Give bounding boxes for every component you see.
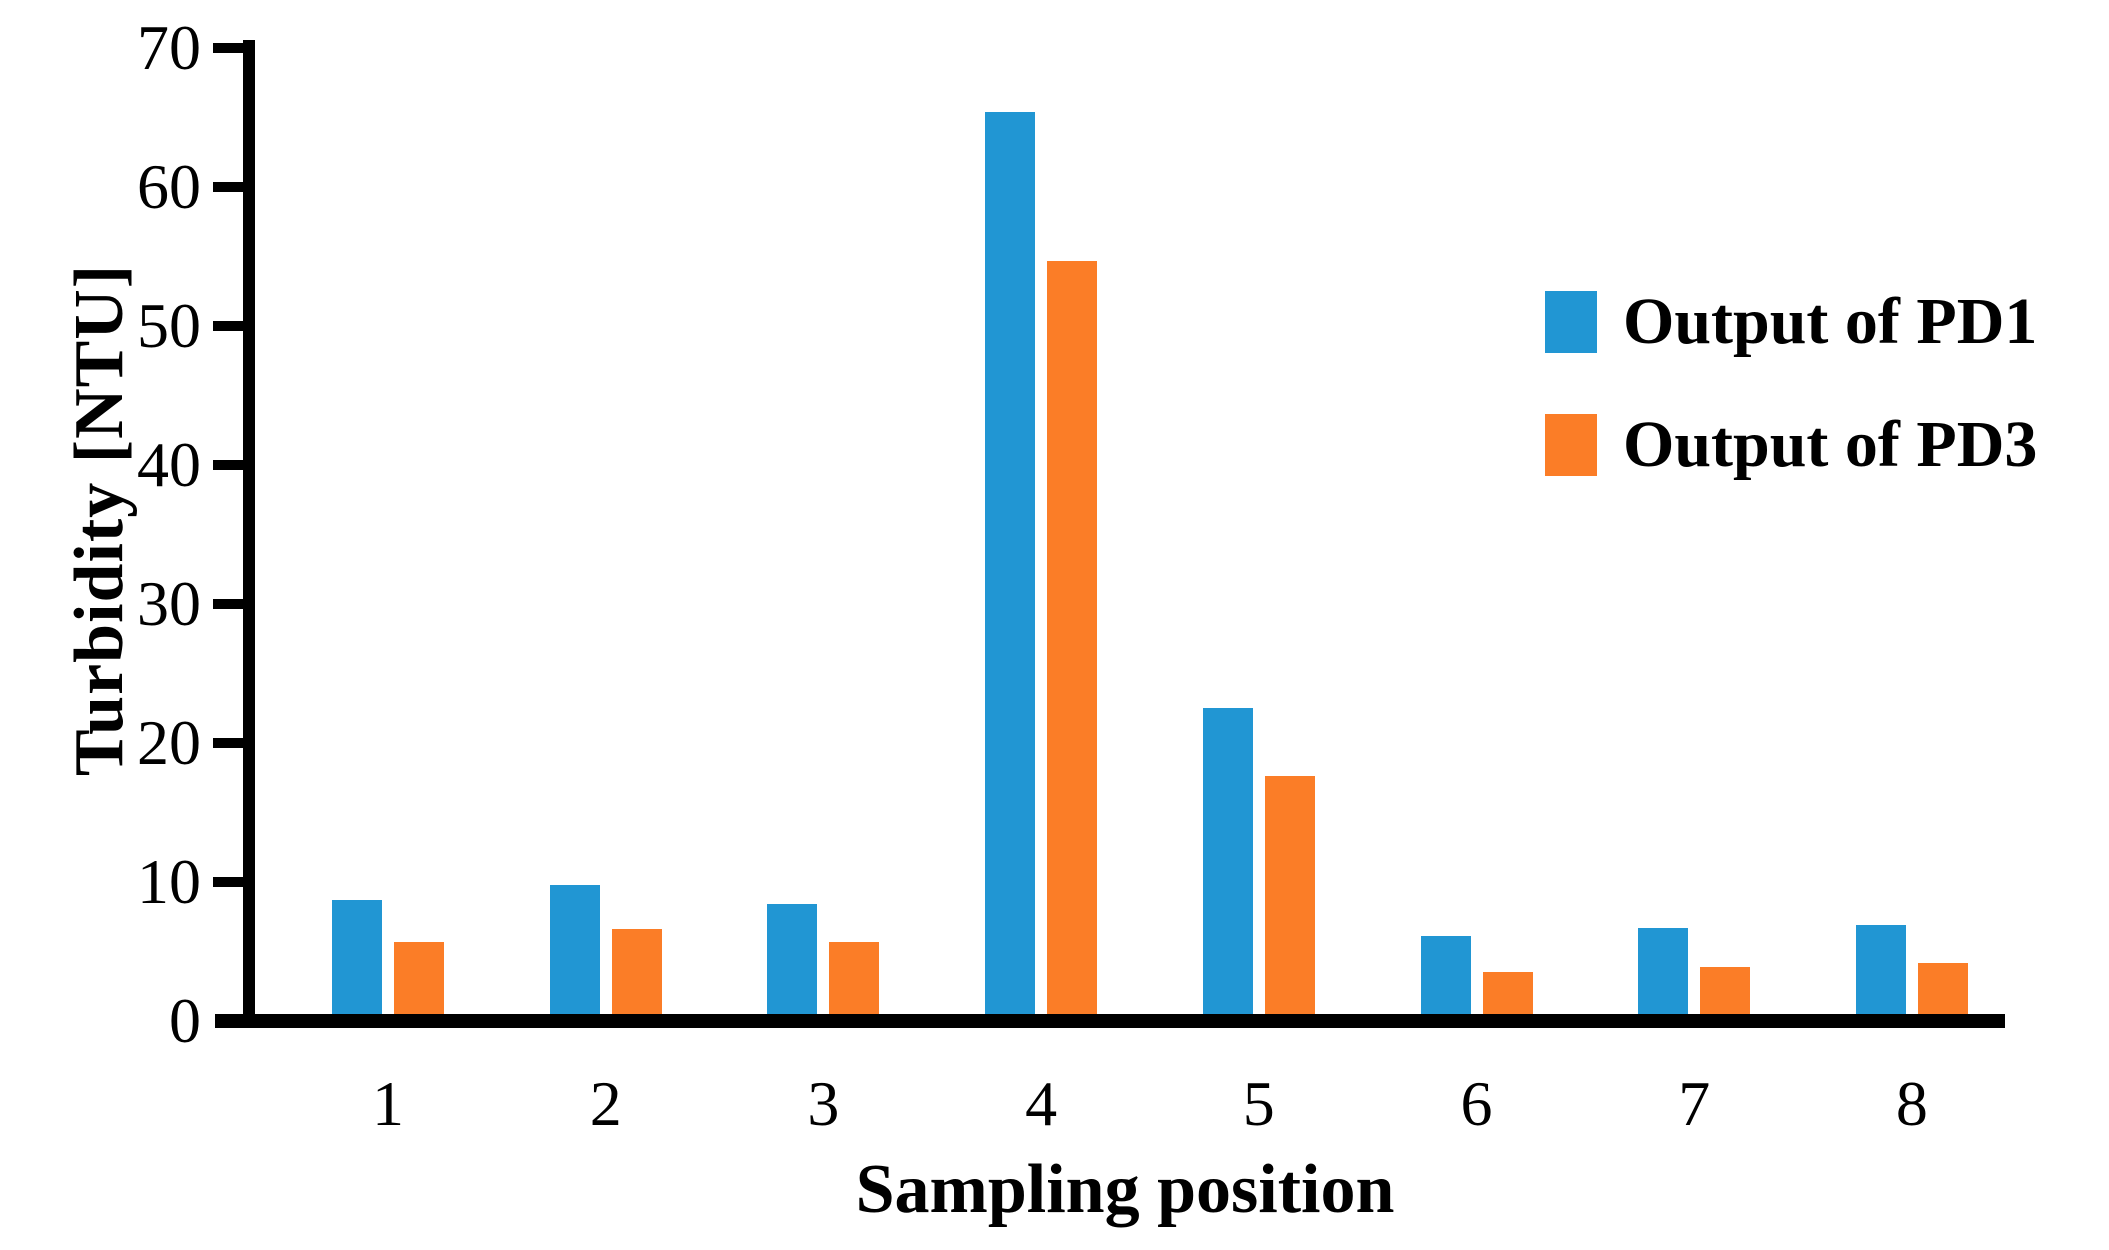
bar-series2-pos5	[1264, 776, 1315, 1014]
y-tick-60	[213, 182, 243, 192]
bar-series1-pos4	[985, 112, 1036, 1014]
bar-series1-pos3	[767, 904, 818, 1014]
y-tick-70	[213, 43, 243, 53]
bar-series1-pos8	[1855, 925, 1906, 1014]
legend-label-pd3: Output of PD3	[1623, 408, 2038, 481]
bar-series2-pos3	[829, 942, 880, 1014]
y-tick-30	[213, 599, 243, 609]
x-axis-line	[215, 1014, 2005, 1028]
y-tick-label-70: 70	[137, 12, 201, 83]
y-tick-label-10: 10	[137, 846, 201, 917]
y-tick-label-60: 60	[137, 151, 201, 222]
bar-series2-pos7	[1700, 967, 1751, 1014]
x-tick-label-3: 3	[807, 1068, 840, 1139]
bar-series1-pos6	[1420, 936, 1471, 1014]
legend-label-pd1: Output of PD1	[1623, 285, 2038, 358]
bar-series2-pos4	[1047, 261, 1098, 1014]
x-tick-label-6: 6	[1460, 1068, 1493, 1139]
legend-item-pd1: Output of PD1	[1545, 285, 2038, 358]
x-tick-label-8: 8	[1895, 1068, 1928, 1139]
legend-item-pd3: Output of PD3	[1545, 408, 2038, 481]
x-tick-label-4: 4	[1025, 1068, 1058, 1139]
bar-series2-pos1	[394, 942, 444, 1014]
y-tick-label-40: 40	[137, 429, 201, 500]
y-axis-line	[243, 40, 255, 1028]
bar-series1-pos7	[1638, 928, 1689, 1014]
x-axis-title: Sampling position	[855, 1151, 1395, 1228]
bar-series2-pos2	[611, 929, 662, 1014]
x-tick-label-1: 1	[372, 1068, 404, 1139]
legend-swatch-pd1	[1545, 291, 1597, 353]
y-tick-label-50: 50	[137, 290, 201, 361]
y-tick-label-20: 20	[137, 707, 201, 778]
bar-series1-pos2	[549, 885, 600, 1014]
x-tick-label-5: 5	[1242, 1068, 1275, 1139]
bar-series1-pos5	[1202, 708, 1253, 1014]
y-tick-label-30: 30	[137, 568, 201, 639]
y-tick-20	[213, 738, 243, 748]
y-tick-40	[213, 460, 243, 470]
bar-series2-pos6	[1482, 972, 1533, 1014]
bar-series2-pos8	[1917, 963, 1968, 1014]
legend: Output of PD1 Output of PD3	[1545, 285, 2038, 537]
y-tick-50	[213, 321, 243, 331]
y-tick-label-0: 0	[169, 985, 201, 1056]
y-tick-10	[213, 877, 243, 887]
bar-series1-pos1	[332, 900, 382, 1014]
legend-swatch-pd3	[1545, 414, 1597, 476]
x-tick-label-2: 2	[589, 1068, 622, 1139]
x-tick-label-7: 7	[1678, 1068, 1711, 1139]
